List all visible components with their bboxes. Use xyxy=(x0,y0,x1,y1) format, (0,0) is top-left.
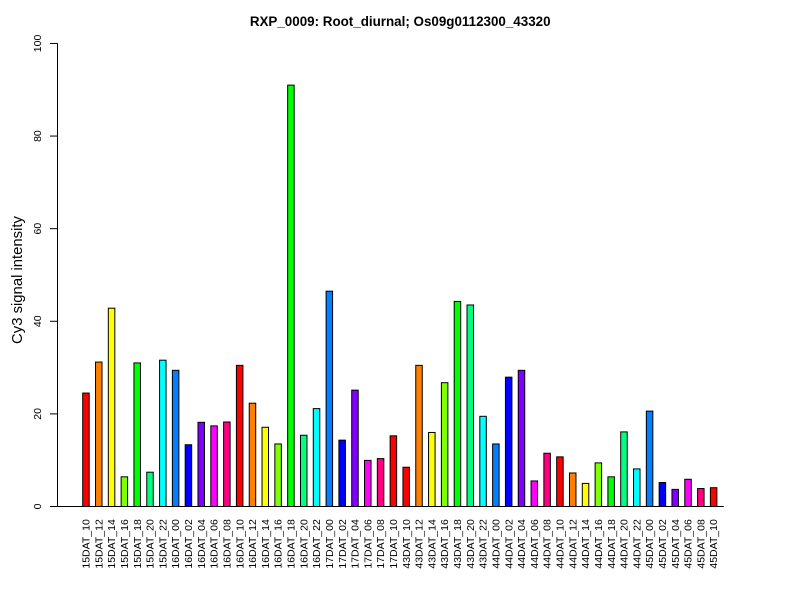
svg-text:44DAT_16: 44DAT_16 xyxy=(593,519,605,569)
svg-text:17DAT_04: 17DAT_04 xyxy=(350,519,362,569)
svg-text:43DAT_16: 43DAT_16 xyxy=(439,519,451,569)
svg-text:Cy3 signal intensity: Cy3 signal intensity xyxy=(10,215,26,343)
svg-text:44DAT_10: 44DAT_10 xyxy=(555,519,567,569)
svg-text:44DAT_00: 44DAT_00 xyxy=(490,519,502,569)
svg-text:44DAT_12: 44DAT_12 xyxy=(567,519,579,569)
svg-text:15DAT_10: 15DAT_10 xyxy=(81,519,93,569)
svg-text:16DAT_02: 16DAT_02 xyxy=(183,519,195,569)
svg-text:80: 80 xyxy=(32,130,44,142)
svg-text:45DAT_06: 45DAT_06 xyxy=(683,519,695,569)
svg-text:45DAT_02: 45DAT_02 xyxy=(657,519,669,569)
svg-text:44DAT_02: 44DAT_02 xyxy=(503,519,515,569)
svg-text:16DAT_00: 16DAT_00 xyxy=(170,519,182,569)
svg-text:15DAT_18: 15DAT_18 xyxy=(132,519,144,569)
svg-text:16DAT_18: 16DAT_18 xyxy=(286,519,298,569)
svg-text:60: 60 xyxy=(32,223,44,235)
svg-text:43DAT_10: 43DAT_10 xyxy=(401,519,413,569)
svg-text:16DAT_20: 16DAT_20 xyxy=(298,519,310,569)
svg-text:16DAT_12: 16DAT_12 xyxy=(247,519,259,569)
svg-text:16DAT_16: 16DAT_16 xyxy=(273,519,285,569)
svg-text:45DAT_10: 45DAT_10 xyxy=(708,519,720,569)
svg-text:0: 0 xyxy=(32,503,44,509)
svg-text:44DAT_22: 44DAT_22 xyxy=(631,519,643,569)
svg-text:17DAT_10: 17DAT_10 xyxy=(388,519,400,569)
svg-text:16DAT_08: 16DAT_08 xyxy=(221,519,233,569)
svg-text:44DAT_14: 44DAT_14 xyxy=(580,519,592,569)
svg-text:43DAT_14: 43DAT_14 xyxy=(426,519,438,569)
svg-text:16DAT_22: 16DAT_22 xyxy=(311,519,323,569)
svg-text:44DAT_06: 44DAT_06 xyxy=(529,519,541,569)
svg-text:RXP_0009: Root_diurnal; Os09g0: RXP_0009: Root_diurnal; Os09g0112300_433… xyxy=(250,14,551,29)
svg-text:15DAT_16: 15DAT_16 xyxy=(119,519,131,569)
svg-text:43DAT_12: 43DAT_12 xyxy=(414,519,426,569)
svg-text:16DAT_10: 16DAT_10 xyxy=(234,519,246,569)
svg-text:100: 100 xyxy=(32,35,44,53)
svg-text:16DAT_04: 16DAT_04 xyxy=(196,519,208,569)
svg-text:44DAT_04: 44DAT_04 xyxy=(516,519,528,569)
svg-text:44DAT_20: 44DAT_20 xyxy=(619,519,631,569)
svg-text:45DAT_08: 45DAT_08 xyxy=(695,519,707,569)
svg-text:44DAT_18: 44DAT_18 xyxy=(606,519,618,569)
svg-text:45DAT_04: 45DAT_04 xyxy=(670,519,682,569)
svg-text:17DAT_06: 17DAT_06 xyxy=(362,519,374,569)
svg-text:15DAT_12: 15DAT_12 xyxy=(93,519,105,569)
svg-text:43DAT_18: 43DAT_18 xyxy=(452,519,464,569)
svg-text:17DAT_00: 17DAT_00 xyxy=(324,519,336,569)
svg-text:15DAT_20: 15DAT_20 xyxy=(145,519,157,569)
svg-text:45DAT_00: 45DAT_00 xyxy=(644,519,656,569)
svg-text:43DAT_22: 43DAT_22 xyxy=(478,519,490,569)
svg-text:15DAT_14: 15DAT_14 xyxy=(106,519,118,569)
svg-text:20: 20 xyxy=(32,408,44,420)
svg-text:16DAT_06: 16DAT_06 xyxy=(209,519,221,569)
svg-text:43DAT_20: 43DAT_20 xyxy=(465,519,477,569)
svg-text:17DAT_02: 17DAT_02 xyxy=(337,519,349,569)
svg-text:17DAT_08: 17DAT_08 xyxy=(375,519,387,569)
svg-text:44DAT_08: 44DAT_08 xyxy=(542,519,554,569)
svg-text:16DAT_14: 16DAT_14 xyxy=(260,519,272,569)
svg-text:40: 40 xyxy=(32,315,44,327)
svg-text:15DAT_22: 15DAT_22 xyxy=(157,519,169,569)
